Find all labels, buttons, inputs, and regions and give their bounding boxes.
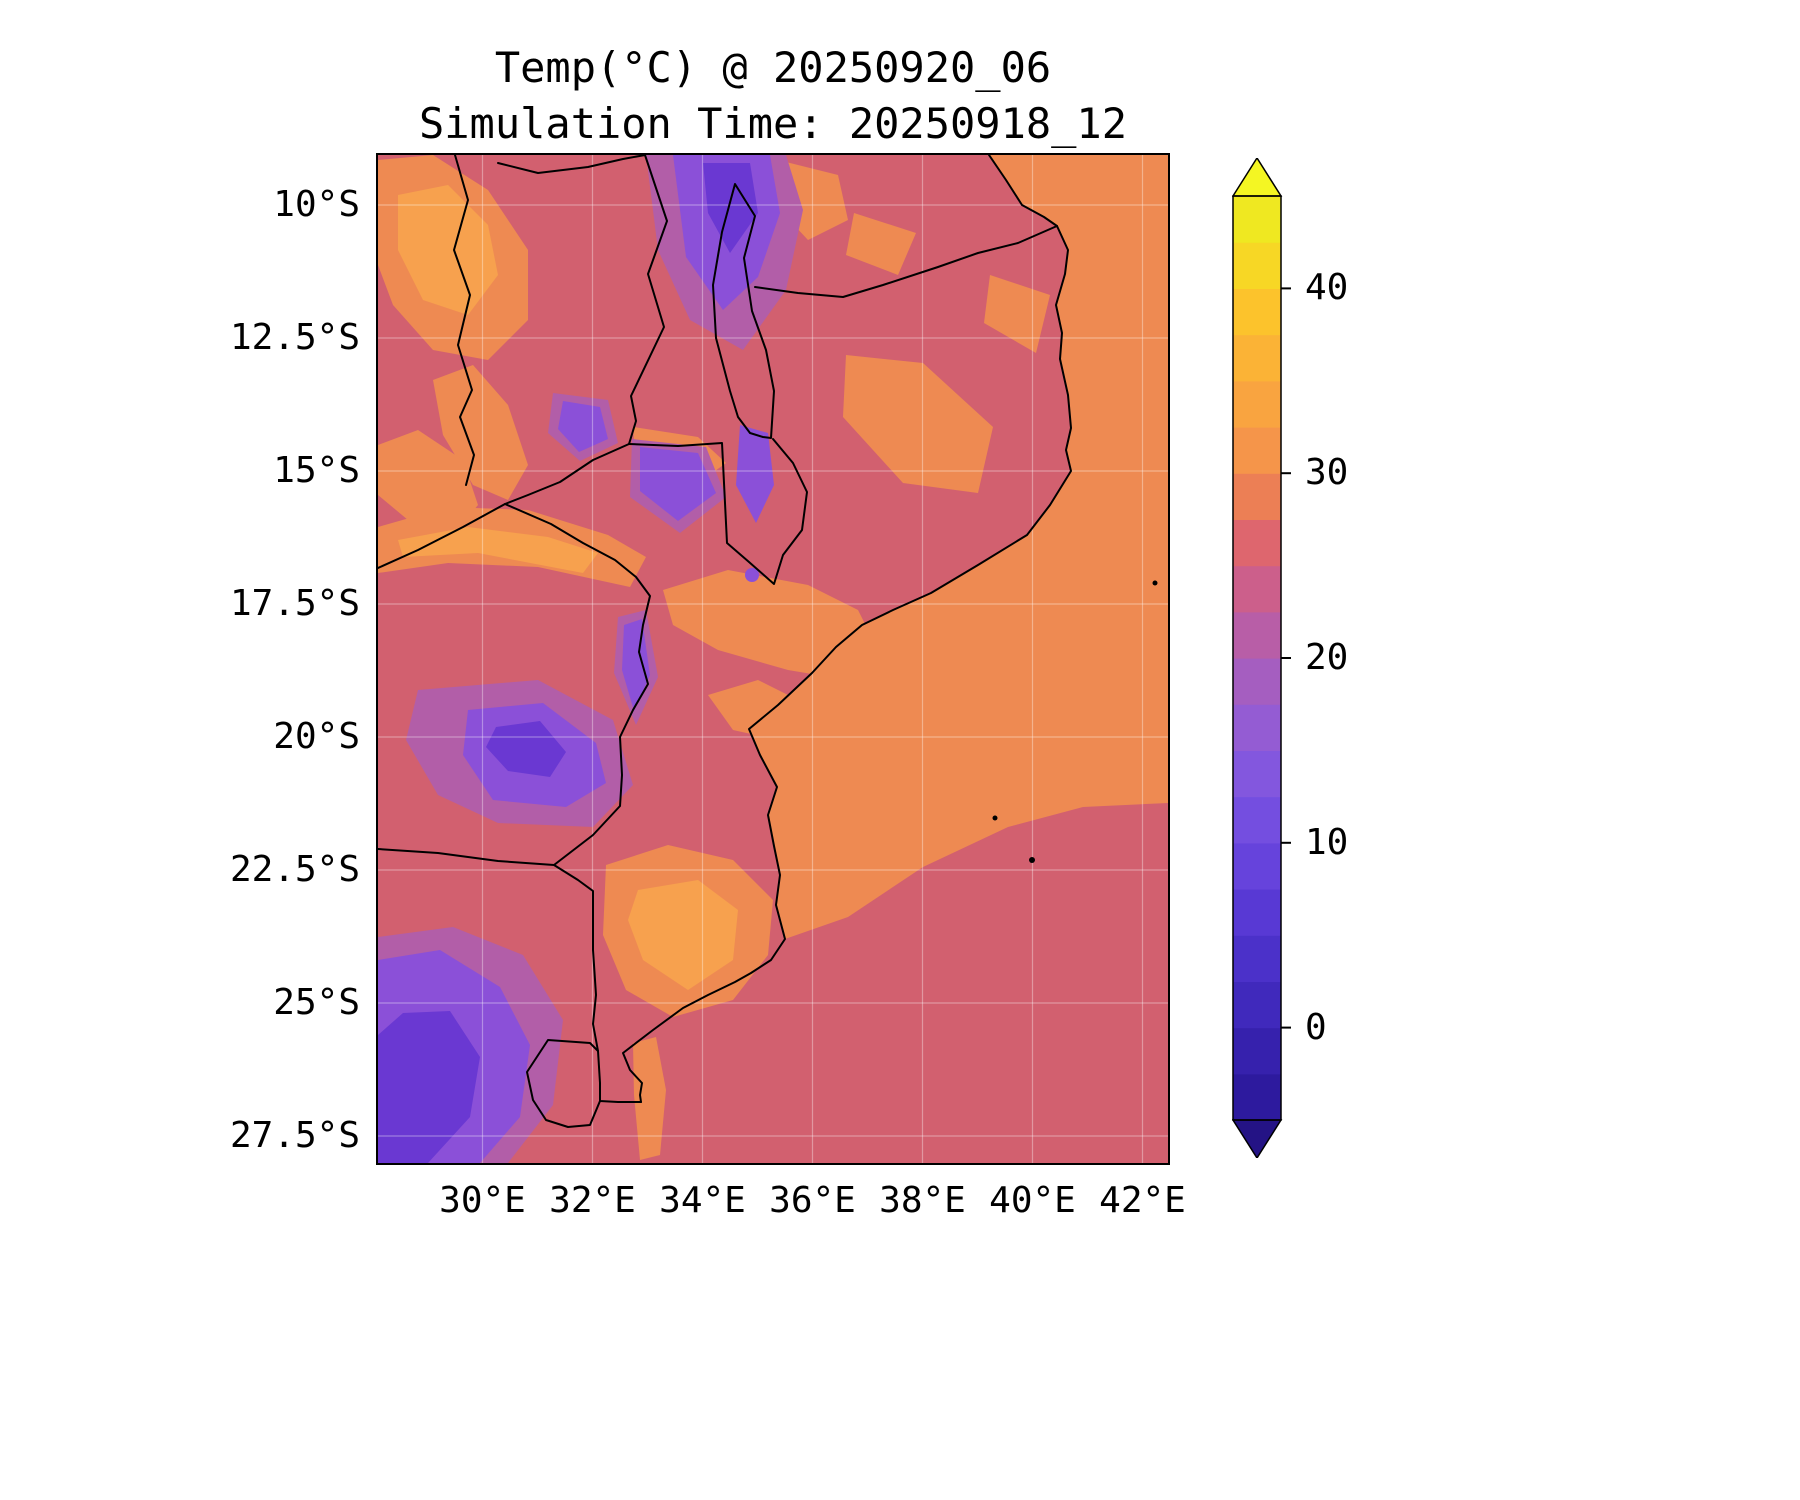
colorbar-band [1233, 380, 1281, 428]
colorbar-band [1233, 565, 1281, 613]
colorbar-band [1233, 935, 1281, 982]
y-tick-label-12.5: 12.5°S [229, 317, 360, 358]
colorbar-band [1233, 427, 1281, 474]
x-tick-label-32: 32°E [549, 1180, 636, 1221]
contour-purple-lake-east-strip [736, 425, 774, 523]
colorbar-band [1233, 704, 1281, 751]
colorbar-band [1233, 196, 1281, 243]
colorbar-band [1233, 750, 1281, 798]
colorbar-band [1233, 334, 1281, 382]
x-tick-label-34: 34°E [659, 1180, 746, 1221]
x-tick-label-42: 42°E [1099, 1180, 1186, 1221]
graticule-gridlines [378, 155, 1168, 1163]
colorbar-svg [1231, 156, 1291, 1160]
contour-orange-lebombo-strip [633, 1037, 666, 1160]
contour-orange-luangwa-a [433, 365, 528, 500]
contour-orange-coast-north-a [984, 275, 1050, 353]
colorbar-tick-label-0: 0 [1305, 1006, 1327, 1048]
y-tick-label-15: 15°S [273, 450, 360, 491]
y-tick-label-25: 25°S [273, 982, 360, 1023]
border-zambia-mozambique [504, 443, 630, 505]
colorbar-band [1233, 1073, 1281, 1121]
contour-hot-core-topleft [398, 185, 498, 315]
colorbar-band [1233, 1027, 1281, 1075]
chart-title: Temp(°C) @ 20250920_06 Simulation Time: … [378, 40, 1168, 152]
colorbar-band [1233, 288, 1281, 336]
x-tick-label-38: 38°E [879, 1180, 966, 1221]
colorbar-tick-label-30: 30 [1305, 452, 1349, 494]
x-tick-label-36: 36°E [769, 1180, 856, 1221]
colorbar-band [1233, 473, 1281, 520]
contour-orange-north-b [846, 213, 916, 275]
colorbar-band [1233, 981, 1281, 1029]
contour-deep-purple-drakensberg [378, 1011, 480, 1163]
colorbar-tick-label-40: 40 [1305, 267, 1349, 309]
contour-purple-west-of-lake-a [558, 401, 608, 452]
title-line-2: Simulation Time: 20250918_12 [418, 99, 1127, 148]
y-tick-label-10: 10°S [273, 184, 360, 225]
border-zimbabwe-mozambique [504, 503, 651, 866]
y-tick-label-20: 20°S [273, 716, 360, 757]
title-line-1: Temp(°C) @ 20250920_06 [494, 43, 1052, 92]
contour-orange-ocean-north [749, 155, 1168, 939]
temperature-map [378, 155, 1168, 1163]
contour-hot-core-limpopo [628, 880, 738, 990]
island-dot-south-b [1029, 857, 1035, 863]
border-zambia-zimbabwe [378, 503, 506, 569]
y-tick-label-22.5: 22.5°S [229, 849, 360, 890]
colorbar-band [1233, 796, 1281, 844]
fill-deep-purple-5-10c [378, 163, 758, 1163]
colorbar-tick-label-10: 10 [1305, 821, 1349, 863]
colorbar-band [1233, 611, 1281, 659]
lake-malawi-outline [712, 183, 775, 439]
border-limpopo-zimbabwe-southafrica [378, 848, 555, 866]
contour-orange-tete-shire [663, 570, 878, 680]
colorbar-extend-under [1231, 1119, 1283, 1160]
colorbar-band [1233, 519, 1281, 567]
contour-purple-mulanje-dot [745, 568, 759, 582]
map-plot-area [376, 153, 1170, 1165]
colorbar-extend-over [1231, 156, 1283, 197]
border-drc-zambia [453, 155, 475, 486]
border-eswatini [526, 1039, 601, 1128]
border-malawi-southern-lobe [628, 438, 808, 585]
contour-deep-purple-north [703, 163, 758, 253]
colorbar-band [1233, 658, 1281, 705]
island-dot-south-a [992, 815, 998, 821]
contour-hot-core-zambezi [398, 527, 598, 573]
contour-orange-beira-coast [708, 680, 798, 740]
contour-deep-purple-zimbabwe [486, 721, 566, 777]
x-tick-label-40: 40°E [989, 1180, 1076, 1221]
border-malawi-west [628, 155, 668, 445]
colorbar-band [1233, 242, 1281, 289]
island-dot-east [1152, 580, 1158, 586]
border-rovuma-tanzania-mozambique [754, 225, 1058, 298]
island-dots [992, 580, 1158, 863]
country-borders [378, 155, 1072, 1128]
colorbar-band [1233, 889, 1281, 936]
colorbar-tick-label-20: 20 [1305, 637, 1349, 678]
y-tick-label-27.5: 27.5°S [229, 1115, 360, 1156]
contour-purple-eastern-highlands [622, 619, 650, 711]
contour-purple-west-of-lake-b [640, 447, 716, 521]
contour-orange-nampula-band [843, 355, 993, 493]
y-tick-label-17.5: 17.5°S [229, 583, 360, 624]
border-southafrica-mozambique [553, 864, 642, 1103]
border-tanzania-zambia [497, 155, 646, 174]
x-tick-label-30: 30°E [439, 1180, 526, 1221]
coastline-mozambique [622, 155, 1072, 1103]
colorbar-band [1233, 842, 1281, 890]
fill-light-orange-30c [398, 185, 738, 990]
colorbar [1231, 156, 1302, 1160]
